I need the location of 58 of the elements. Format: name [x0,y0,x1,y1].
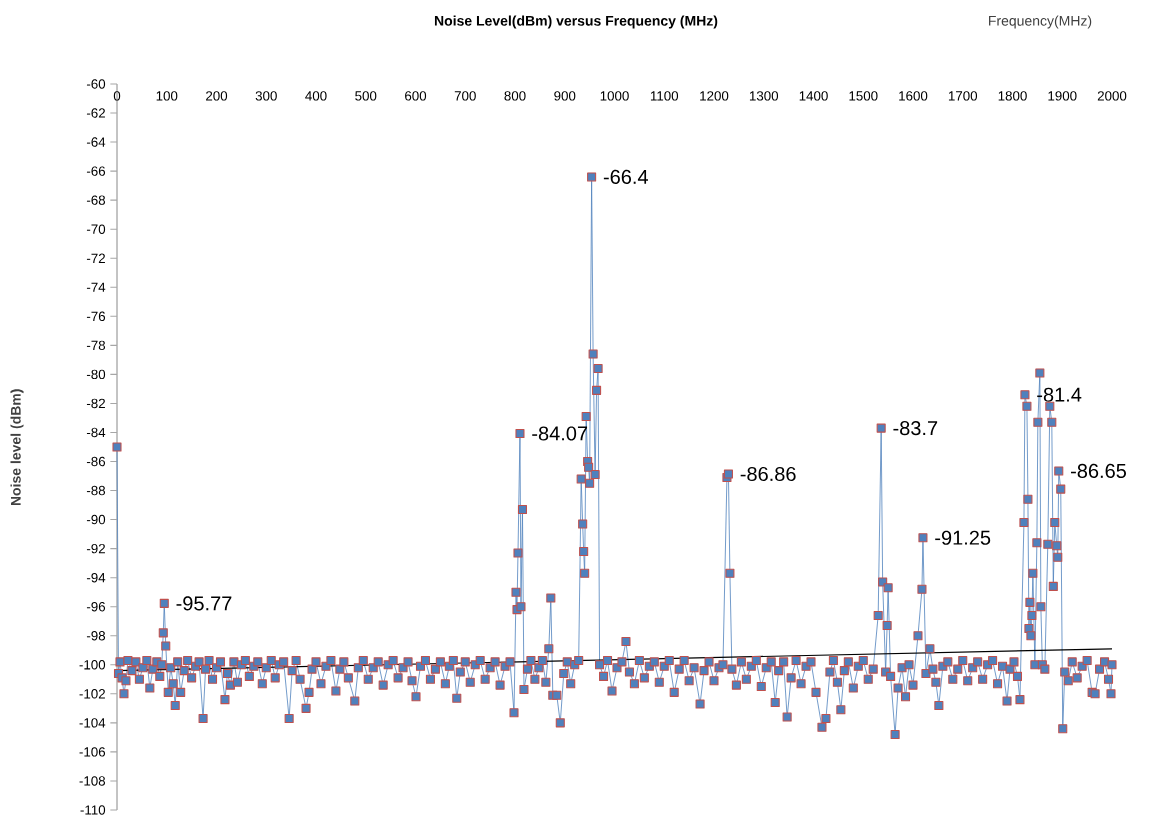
x-tick-label: 400 [305,91,327,101]
y-axis-title: Noise level (dBm) [10,389,24,506]
x-tick-label: 1300 [749,91,779,101]
x-tick-label: 100 [156,91,178,101]
x-tick-label: 0 [113,91,121,101]
x-tick-label: 800 [504,91,526,101]
annotation: -84.07 [532,426,588,441]
y-tick-label: -94 [86,572,106,583]
y-tick-label: -74 [86,282,106,292]
y-tick-label: -68 [86,195,106,205]
x-tick-label: 900 [554,91,576,101]
annotation: -86.65 [1071,463,1127,479]
y-tick-label: -72 [86,253,105,263]
x-tick-label: 700 [454,91,476,101]
y-tick-label: -102 [79,689,105,699]
y-tick-label: -98 [86,631,106,641]
x-tick-label: 1400 [799,91,828,101]
x-tick-label: 1800 [998,91,1027,101]
x-tick-label: 1900 [1048,91,1077,101]
chart-title: Noise Level(dBm) versus Frequency (MHz) [434,15,718,29]
y-tick-label: -66 [86,166,106,176]
y-tick-label: -104 [79,718,106,728]
y-tick-label: -84 [86,427,106,438]
y-tick-label: -60 [86,79,106,89]
y-tick-label: -76 [86,311,106,322]
x-tick-label: 300 [255,91,277,101]
y-tick-label: -80 [86,369,106,380]
y-tick-label: -86 [86,456,106,467]
annotation: -91.25 [935,530,991,545]
annotation: -66.4 [603,169,648,184]
y-tick-label: -70 [86,224,106,234]
y-tick-label: -82 [86,398,105,409]
y-tick-label: -90 [86,514,106,525]
y-tick-label: -106 [79,747,106,757]
y-tick-label: -88 [86,485,106,496]
y-tick-label: -96 [86,601,106,612]
x-tick-label: 1100 [650,91,679,101]
x-tick-label: 1500 [849,91,878,101]
x-axis-title: Frequency(MHz) [989,15,1092,29]
x-tick-label: 1600 [899,91,928,101]
annotation: -95.77 [176,596,232,611]
y-tick-label: -78 [86,340,106,351]
y-tick-label: -110 [80,805,106,815]
y-tick-label: -92 [86,543,105,554]
annotation: -86.86 [740,466,796,482]
x-tick-label: 200 [206,91,228,101]
x-tick-label: 500 [355,91,377,101]
y-tick-label: -64 [86,137,106,147]
x-tick-label: 600 [405,91,427,101]
annotation: -81.4 [1037,387,1082,402]
x-tick-label: 1200 [700,91,729,101]
y-tick-label: -62 [86,108,105,118]
x-tick-label: 2000 [1097,91,1127,101]
annotation: -83.7 [893,421,938,436]
y-tick-label: -100 [79,660,106,670]
x-tick-label: 1000 [600,91,629,101]
y-tick-label: -108 [79,776,106,786]
x-tick-label: 1700 [948,91,978,101]
